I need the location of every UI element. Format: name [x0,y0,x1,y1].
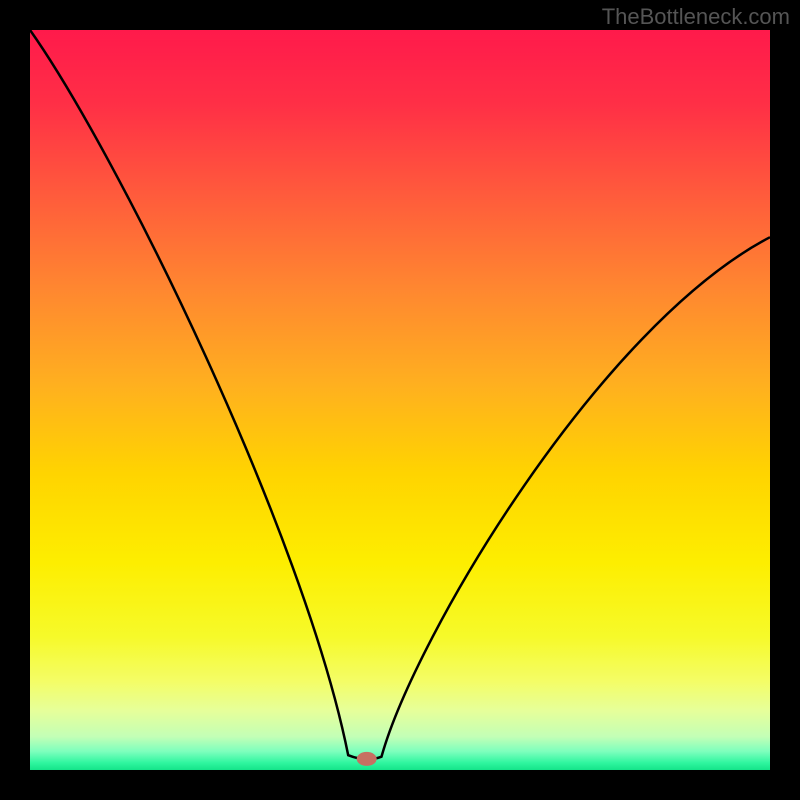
site-watermark: TheBottleneck.com [602,4,790,30]
bottleneck-curve [30,30,770,759]
plot-area [30,30,770,770]
optimum-marker [357,752,377,766]
chart-overlay [30,30,770,770]
